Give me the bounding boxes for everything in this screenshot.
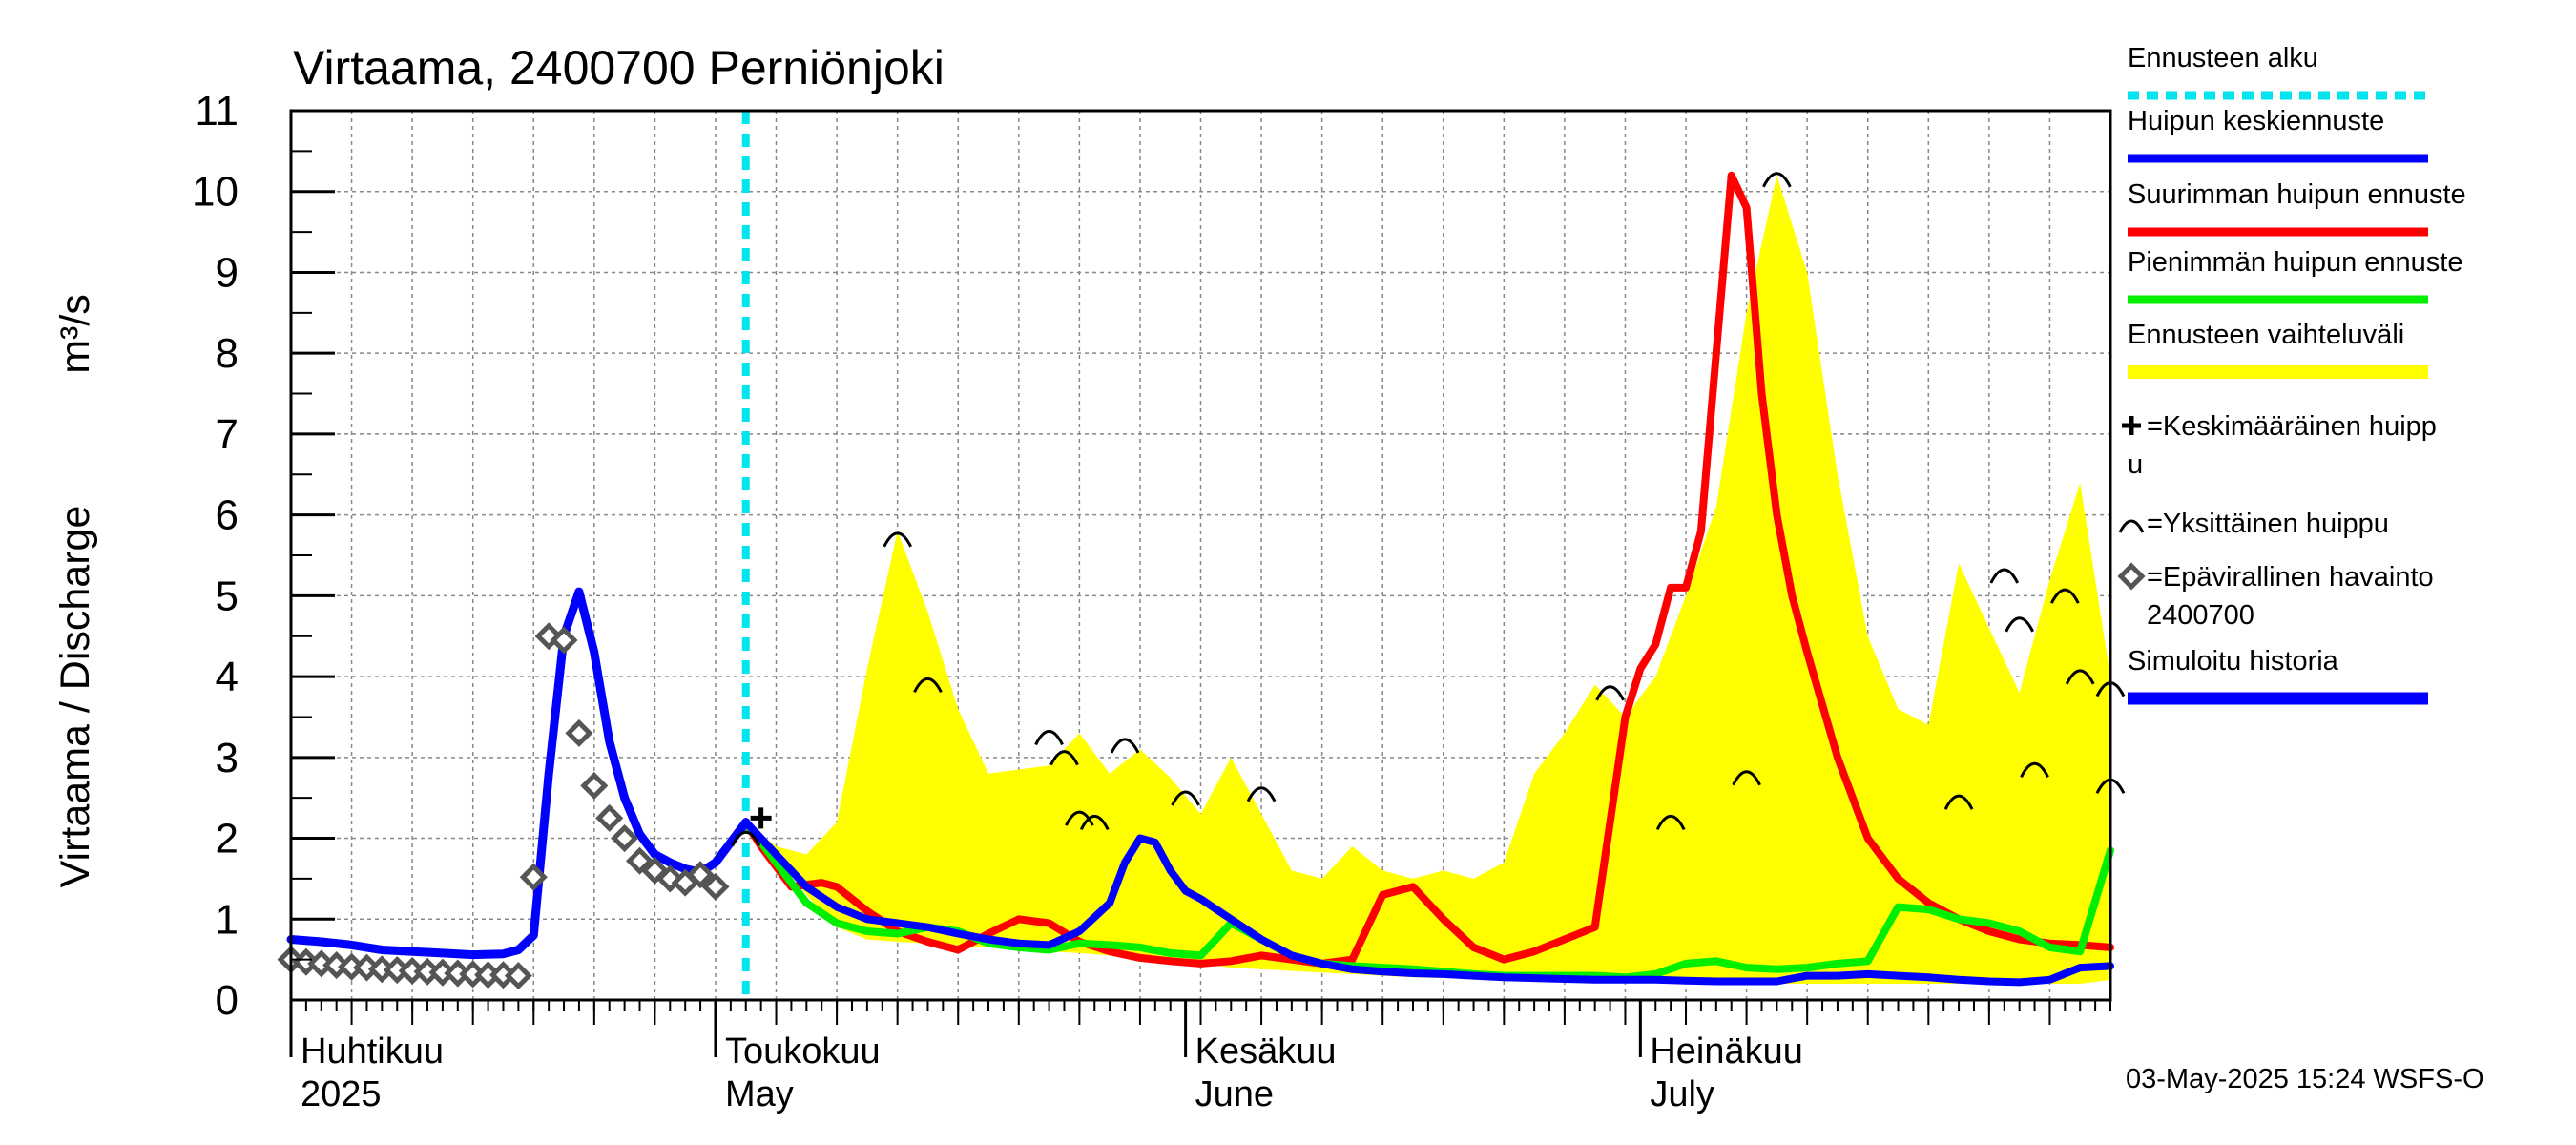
- month-label-fi: Heinäkuu: [1650, 1031, 1803, 1072]
- single-peak-marker: [2020, 761, 2049, 778]
- single-peak-marker: [1943, 794, 1974, 810]
- observation-diamond: [565, 718, 593, 747]
- single-peak-marker: [1065, 810, 1094, 826]
- month-label-en: July: [1650, 1074, 1714, 1114]
- legend-label: Huipun keskiennuste: [2128, 106, 2384, 136]
- markers: [277, 172, 2126, 990]
- y-axis: 0 1 2 3 4 5 6 7 8 9 10 11: [192, 88, 335, 1024]
- single-peak-marker: [1762, 172, 1792, 188]
- observation-diamond: [519, 863, 548, 891]
- single-peak-marker: [2065, 669, 2095, 685]
- single-peak-marker: [2049, 588, 2080, 604]
- legend-label: =Epävirallinen havainto: [2147, 562, 2434, 593]
- observation-diamond: [504, 962, 532, 990]
- legend-label: Suurimman huipun ennuste: [2128, 179, 2466, 210]
- single-peak-marker: [1595, 685, 1625, 701]
- y-tick-label: 11: [195, 88, 239, 135]
- series-lines: [286, 171, 2114, 987]
- y-axis-title: Virtaama / Discharge: [52, 506, 98, 888]
- mean-peak-forecast-line: [741, 818, 2114, 987]
- observation-diamond: [625, 846, 654, 875]
- y-tick-label: 2: [216, 816, 239, 863]
- single-peak-marker: [1034, 729, 1064, 746]
- observation-diamond: [686, 861, 715, 889]
- single-peak-marker: [913, 677, 943, 694]
- observation-diamond: [595, 803, 624, 832]
- forecast-range-area: [745, 175, 2110, 985]
- footer-timestamp: 03-May-2025 15:24 WSFS-O: [2126, 1064, 2484, 1094]
- legend: Ennusteen alku Huipun keskiennuste Suurimm…: [2117, 43, 2466, 705]
- month-label-en: 2025: [301, 1074, 382, 1114]
- month-label-en: June: [1195, 1074, 1274, 1114]
- y-tick-label: 3: [216, 735, 239, 781]
- y-tick-label: 5: [216, 572, 239, 619]
- legend-label: Ennusteen alku: [2128, 43, 2318, 73]
- y-tick-label: 6: [216, 492, 239, 539]
- legend-label: Pienimmän huipun ennuste: [2128, 247, 2462, 278]
- y-tick-label: 10: [192, 169, 239, 216]
- single-peak-marker: [1110, 738, 1140, 754]
- single-peak-marker: [2005, 616, 2034, 633]
- y-tick-label: 7: [216, 411, 239, 458]
- forecast-range-band: [741, 111, 2110, 1000]
- observation-diamond: [701, 872, 730, 901]
- y-tick-label: 9: [216, 249, 239, 296]
- month-label-en: May: [725, 1074, 794, 1114]
- legend-label: =Keskimääräinen huipp: [2147, 411, 2437, 442]
- legend-label-cont: 2400700: [2147, 600, 2254, 631]
- legend-label: Simuloitu historia: [2128, 646, 2339, 677]
- single-peak-marker: [1171, 790, 1200, 806]
- month-label-fi: Kesäkuu: [1195, 1031, 1337, 1072]
- single-peak-marker: [1655, 814, 1686, 831]
- single-peak-marker: [1989, 568, 2020, 584]
- single-peak-marker: [731, 830, 761, 846]
- observation-diamond: [611, 824, 639, 853]
- legend-label-cont: u: [2128, 449, 2143, 480]
- single-peak-marker: [883, 531, 913, 548]
- legend-label: Ennusteen vaihteluväli: [2128, 320, 2404, 350]
- single-peak-marker: [1732, 770, 1761, 786]
- month-label-fi: Toukokuu: [725, 1031, 881, 1072]
- y-tick-label: 1: [216, 896, 239, 943]
- grid: [291, 111, 2110, 1000]
- legend-diamond-symbol: [2117, 562, 2146, 591]
- single-peak-marker: [1049, 750, 1079, 766]
- y-axis-label: Virtaama / Discharge m³/s: [52, 294, 98, 887]
- observation-diamond: [550, 626, 578, 655]
- y-tick-label: 8: [216, 330, 239, 377]
- chart-title: Virtaama, 2400700 Perniönjoki: [293, 41, 945, 94]
- y-tick-label: 0: [216, 977, 239, 1024]
- y-axis-unit: m³/s: [52, 294, 98, 374]
- legend-arc-symbol: [2118, 519, 2145, 533]
- single-peak-marker: [1079, 814, 1110, 831]
- legend-plus-symbol: [2122, 416, 2141, 435]
- mean-peak-marker: [750, 807, 772, 829]
- observation-diamond: [580, 771, 609, 801]
- month-label-fi: Huhtikuu: [301, 1031, 444, 1072]
- single-peak-marker: [1246, 786, 1277, 802]
- simulated-history-line: [286, 587, 751, 960]
- y-tick-label: 4: [216, 654, 239, 700]
- legend-label: =Yksittäinen huippu: [2147, 509, 2389, 539]
